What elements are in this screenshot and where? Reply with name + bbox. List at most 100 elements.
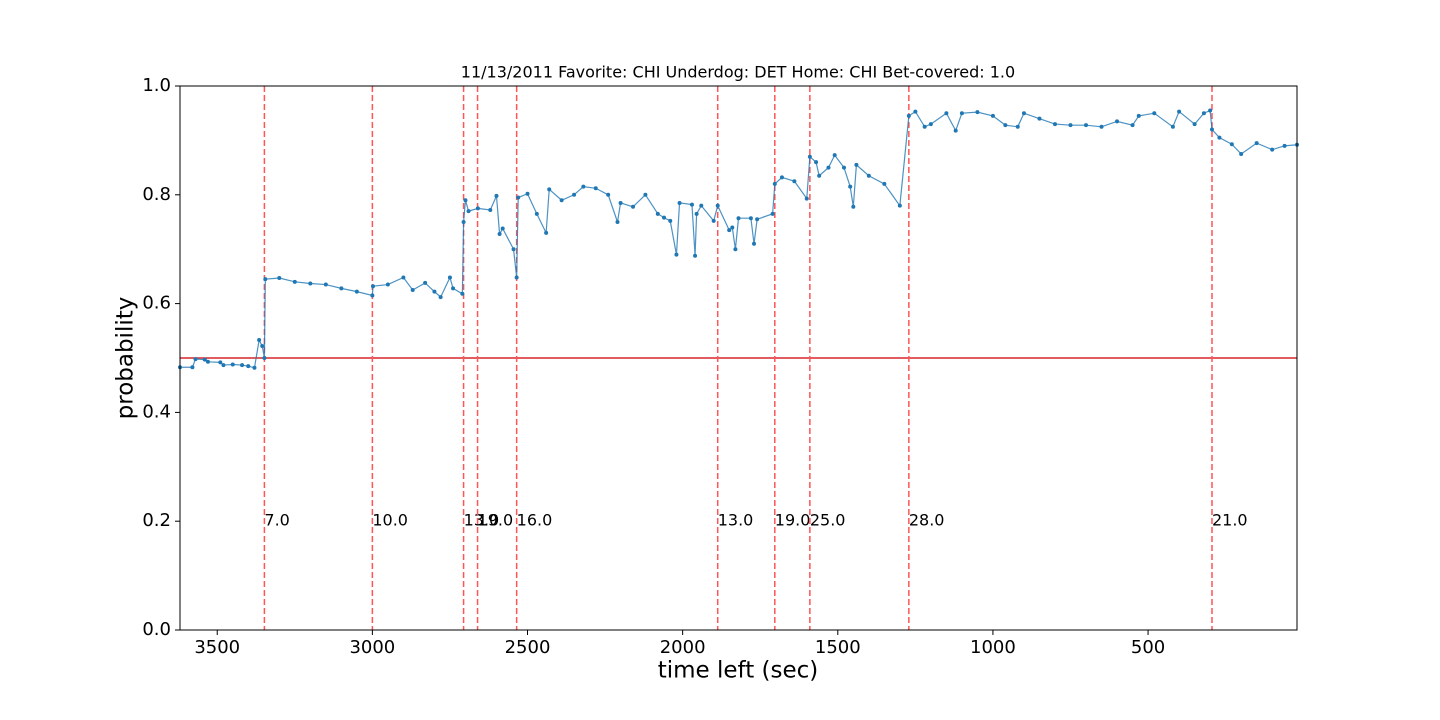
data-point	[922, 124, 927, 129]
data-point	[432, 289, 437, 294]
data-point	[928, 122, 933, 127]
data-point	[1270, 147, 1275, 152]
data-point	[385, 282, 390, 287]
data-point	[807, 154, 812, 159]
data-point	[674, 252, 679, 257]
data-point	[953, 128, 958, 133]
data-point	[1084, 123, 1089, 128]
data-point	[202, 357, 207, 362]
event-label: 25.0	[810, 511, 846, 530]
event-label: 19.0	[775, 511, 811, 530]
data-point	[752, 241, 757, 246]
event-label: 21.0	[1212, 511, 1248, 530]
data-point	[618, 200, 623, 205]
data-point	[447, 275, 452, 280]
data-point	[260, 344, 265, 349]
data-point	[655, 211, 660, 216]
data-point	[643, 192, 648, 197]
data-point	[1021, 111, 1026, 116]
y-tick-label: 0.0	[142, 619, 171, 640]
data-point	[1239, 152, 1244, 156]
data-point	[1037, 116, 1042, 121]
data-point	[460, 291, 465, 296]
y-axis-label: probability	[113, 297, 139, 420]
data-point	[804, 196, 809, 201]
x-tick-label: 2000	[660, 637, 706, 658]
x-tick-label: 2500	[505, 637, 551, 658]
data-point	[913, 109, 918, 114]
data-point	[438, 295, 443, 300]
data-point	[1115, 119, 1120, 124]
event-label: 28.0	[909, 511, 945, 530]
data-point	[1229, 142, 1234, 147]
data-point	[1015, 124, 1020, 129]
data-point	[401, 275, 406, 280]
data-point	[1282, 143, 1287, 148]
x-tick-label: 3500	[194, 637, 240, 658]
data-point	[944, 111, 949, 116]
data-point	[1052, 122, 1057, 127]
data-point	[262, 356, 267, 360]
chart-title: 11/13/2011 Favorite: CHI Underdog: DET H…	[461, 63, 1015, 82]
data-point	[463, 198, 468, 203]
data-point	[1152, 111, 1157, 116]
data-point	[497, 231, 502, 236]
event-label: 19.0	[478, 511, 514, 530]
data-point	[525, 191, 530, 196]
data-point	[755, 217, 760, 222]
data-point	[779, 175, 784, 180]
data-point	[263, 277, 268, 282]
data-point	[854, 162, 859, 167]
data-point	[257, 338, 262, 343]
x-tick-label: 500	[1131, 637, 1165, 658]
x-tick-label: 1500	[815, 637, 861, 658]
data-point	[370, 284, 375, 289]
plot-frame	[179, 85, 1298, 631]
data-point	[323, 282, 328, 287]
y-tick-label: 0.6	[142, 293, 171, 314]
data-point	[544, 230, 549, 235]
x-axis-label: time left (sec)	[658, 658, 819, 684]
data-point	[699, 203, 704, 208]
data-point	[1208, 108, 1213, 113]
data-point	[494, 193, 499, 198]
data-point	[841, 165, 846, 170]
data-point	[817, 173, 822, 178]
data-point	[451, 286, 456, 291]
data-point	[959, 111, 964, 116]
y-tick-label: 0.4	[142, 401, 171, 422]
x-tick-label: 1000	[970, 637, 1016, 658]
event-label: 13.0	[718, 511, 754, 530]
data-point	[500, 226, 505, 231]
data-point	[615, 220, 620, 224]
data-point	[832, 153, 837, 158]
data-point	[733, 247, 738, 252]
data-point	[736, 216, 741, 221]
y-tick-label: 0.8	[142, 184, 171, 205]
data-point	[848, 184, 853, 189]
data-point	[252, 365, 257, 370]
data-point	[514, 275, 519, 280]
data-point	[851, 204, 856, 209]
data-point	[689, 202, 694, 207]
data-point	[516, 195, 521, 200]
data-point	[990, 113, 995, 118]
data-point	[711, 218, 716, 223]
data-point	[410, 288, 415, 292]
data-point	[308, 281, 313, 286]
event-label: 10.0	[372, 511, 408, 530]
data-point	[240, 363, 245, 368]
data-point	[1068, 123, 1073, 128]
data-point	[1099, 124, 1104, 129]
data-point	[897, 203, 902, 208]
data-point	[475, 206, 480, 211]
data-point	[339, 286, 344, 291]
data-point	[906, 113, 911, 118]
data-point	[277, 276, 282, 281]
data-point	[230, 362, 235, 367]
event-label: 16.0	[517, 511, 553, 530]
data-point	[1201, 111, 1206, 116]
data-point	[748, 216, 753, 221]
data-point	[1170, 124, 1175, 129]
